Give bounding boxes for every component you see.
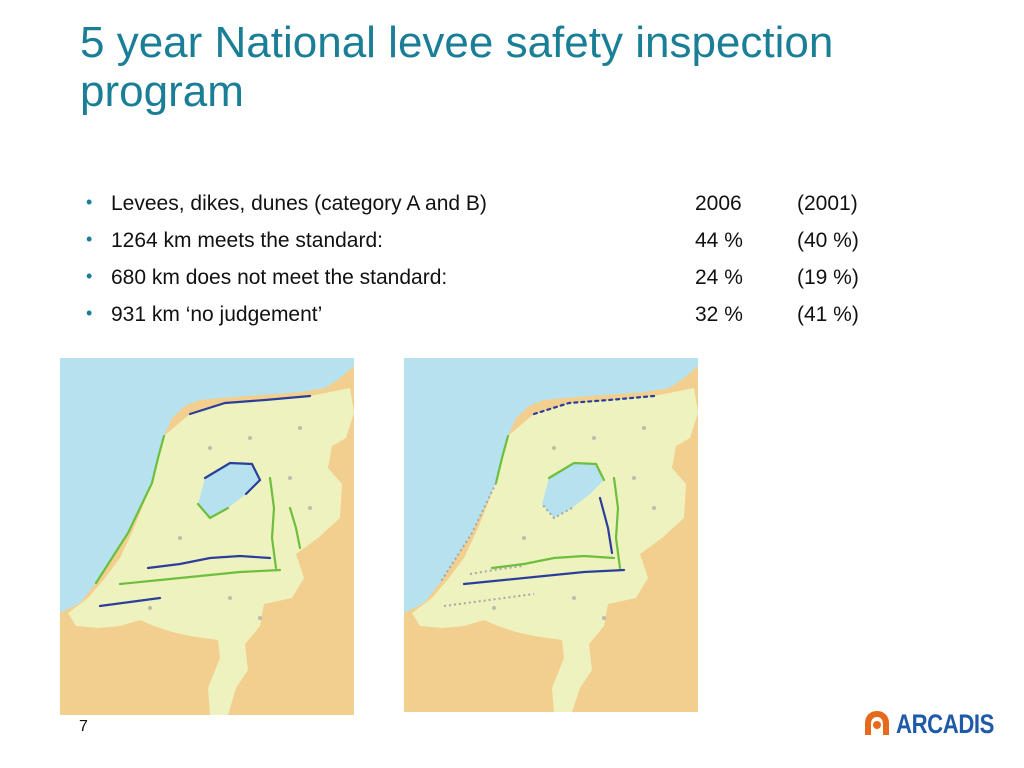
levee-segment <box>196 502 230 520</box>
levee-segment <box>532 394 656 416</box>
bullet-previous-value: (40 %) <box>797 229 859 252</box>
bullet-label: 680 km does not meet the standard: <box>111 266 448 289</box>
levee-segment <box>490 554 616 570</box>
levee-segment <box>94 434 166 585</box>
bullet-current-value: 24 % <box>695 266 743 289</box>
netherlands-land <box>412 388 698 712</box>
sea-area <box>404 358 698 613</box>
bullet-label: Levees, dikes, dunes (category A and B) <box>111 192 487 215</box>
town-dots <box>148 426 312 620</box>
levee-segment <box>612 476 622 570</box>
town-dots <box>492 426 656 620</box>
levee-segment <box>188 394 312 416</box>
levee-map-2006 <box>404 358 698 712</box>
arcadis-logo-icon <box>865 711 889 735</box>
netherlands-land <box>68 388 354 715</box>
levee-segment <box>547 461 606 482</box>
levee-map-2001 <box>60 358 354 715</box>
bullet-current-value: 32 % <box>695 303 743 326</box>
slide-title: 5 year National levee safety inspection … <box>80 18 834 116</box>
levee-segment <box>598 496 614 555</box>
bullet-previous-value: (2001) <box>797 192 858 215</box>
levee-segment <box>203 461 262 496</box>
no-judgement-segments <box>439 482 573 607</box>
bullet-previous-value: (19 %) <box>797 266 859 289</box>
bullet-icon: • <box>86 303 93 323</box>
levee-segment <box>288 506 302 550</box>
levee-segment <box>98 596 162 608</box>
sea-area <box>60 358 354 613</box>
bullet-label: 1264 km meets the standard: <box>111 229 383 252</box>
levee-segment <box>146 554 272 570</box>
bullet-icon: • <box>86 266 93 286</box>
logo-wordmark: ARCADIS <box>896 709 995 739</box>
bullet-icon: • <box>86 192 93 212</box>
page-number: 7 <box>79 718 88 735</box>
bullet-previous-value: (41 %) <box>797 303 859 326</box>
bullet-label: 931 km ‘no judgement’ <box>111 303 323 326</box>
levee-segment <box>462 568 626 586</box>
bullet-icon: • <box>86 229 93 249</box>
ijsselmeer <box>198 463 260 518</box>
bullet-current-value: 2006 <box>695 192 742 215</box>
levee-segment <box>268 476 278 570</box>
arcadis-logo: ARCADIS <box>862 707 994 739</box>
ijsselmeer <box>542 463 604 518</box>
levee-segment <box>118 568 282 586</box>
bullet-current-value: 44 % <box>695 229 743 252</box>
levee-segment <box>494 434 510 485</box>
